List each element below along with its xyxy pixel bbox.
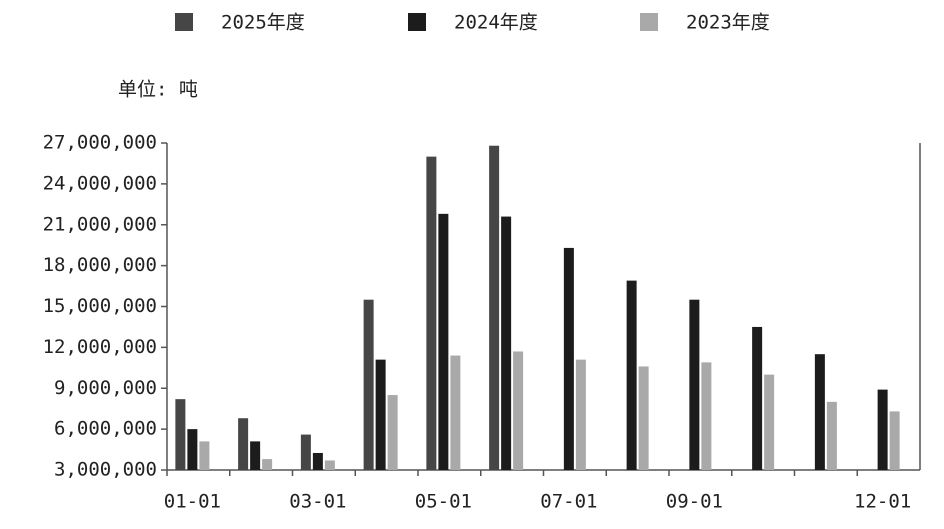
bar	[175, 399, 186, 470]
bar	[426, 156, 437, 470]
y-tick-label: 12,000,000	[43, 336, 157, 358]
bar	[438, 213, 449, 470]
bar	[638, 366, 649, 470]
bar	[626, 280, 637, 470]
bar	[262, 459, 273, 470]
legend-swatch	[640, 13, 658, 31]
bar	[764, 374, 775, 470]
bar	[387, 395, 398, 470]
bar	[689, 299, 700, 470]
unit-label: 单位: 吨	[118, 79, 198, 101]
x-tick-label: 01-01	[164, 491, 221, 513]
x-tick-label: 12-01	[854, 491, 911, 513]
bar	[814, 354, 825, 470]
bar	[513, 351, 524, 470]
y-tick-label: 24,000,000	[43, 172, 157, 194]
bar	[501, 216, 512, 470]
y-tick-label: 15,000,000	[43, 295, 157, 317]
bar	[877, 389, 888, 470]
x-tick-label: 07-01	[540, 491, 597, 513]
y-tick-label: 21,000,000	[43, 213, 157, 235]
y-tick-label: 27,000,000	[43, 132, 157, 154]
legend-label: 2025年度	[221, 12, 305, 34]
bar	[575, 359, 586, 470]
bar	[375, 359, 386, 470]
x-tick-label: 05-01	[415, 491, 472, 513]
bar	[450, 355, 461, 470]
bar	[324, 460, 335, 470]
bar	[701, 362, 712, 470]
bar	[826, 401, 837, 470]
legend-label: 2023年度	[686, 12, 770, 34]
bar	[250, 441, 261, 470]
y-tick-label: 3,000,000	[54, 459, 157, 481]
bar	[199, 441, 210, 470]
legend-swatch	[175, 13, 193, 31]
bar	[312, 452, 323, 470]
bar	[752, 326, 763, 470]
legend-label: 2024年度	[454, 12, 538, 34]
bar	[238, 418, 249, 470]
y-tick-label: 18,000,000	[43, 254, 157, 276]
bar	[363, 299, 374, 470]
y-tick-label: 9,000,000	[54, 377, 157, 399]
bar	[563, 247, 574, 470]
bar	[300, 434, 311, 470]
x-tick-label: 09-01	[666, 491, 723, 513]
bar	[489, 145, 500, 470]
bar	[889, 411, 900, 470]
bar	[187, 429, 198, 470]
y-tick-label: 6,000,000	[54, 418, 157, 440]
x-tick-label: 03-01	[289, 491, 346, 513]
legend-swatch	[408, 13, 426, 31]
